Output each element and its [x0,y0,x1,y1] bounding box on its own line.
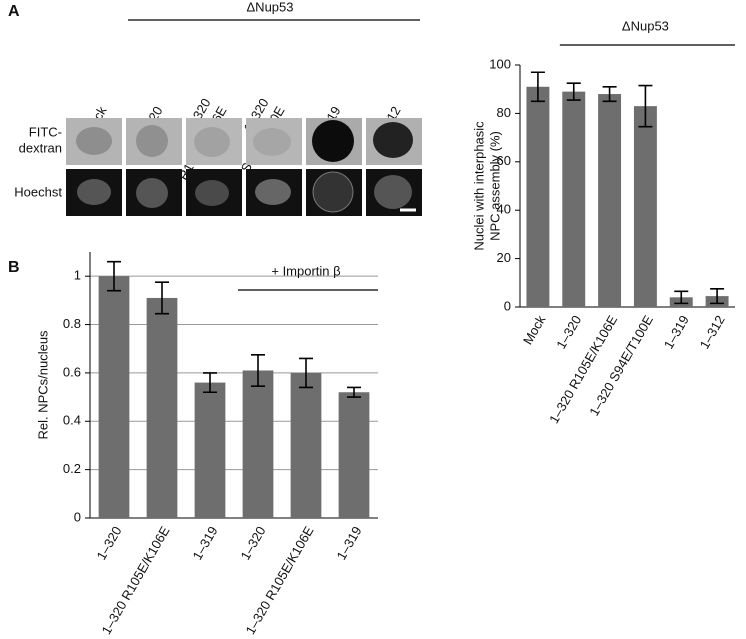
dextran-images [66,118,422,165]
bar [526,86,550,307]
bar [338,392,370,518]
hoechst-images [66,169,422,216]
row-label: FITC- [29,124,62,139]
bar [290,372,322,518]
y-tick-label: 0.8 [63,316,81,331]
microscopy-panel: ΔNup53 Mock 1–320 1–320 R105E/K106E 1–32… [14,0,422,216]
y-tick-label: 0.6 [63,364,81,379]
error-bar [602,85,617,103]
bar [562,91,586,308]
y-tick-label: 0 [504,298,511,313]
error-bar [566,82,581,101]
x-tick-label: 1–319 [190,524,221,563]
y-axis-label: Nuclei with interphasic [471,121,486,251]
error-bar [203,372,217,394]
y-tick-label: 1 [74,268,81,283]
x-tick-label: 1–320 S94E/T100E [586,312,656,418]
error-bar [299,357,313,389]
error-bar [107,260,121,292]
x-tick-label: 1–320 [553,313,584,352]
annotation: + Importin β [271,263,340,278]
error-bar [710,288,725,305]
bar [633,106,657,307]
x-tick-label: 1–320 R105E/K106E [546,312,620,426]
annotation: ΔNup53 [622,18,669,33]
y-tick-label: 80 [497,105,511,120]
y-tick-label: 60 [497,153,511,168]
error-bar [530,71,545,103]
bar [598,94,622,307]
x-tick-label: 1–320 [238,524,269,563]
y-tick-label: 0.2 [63,461,81,476]
y-tick-label: 100 [489,56,511,71]
panel-label: A [8,3,20,20]
row-label: dextran [19,140,62,155]
row-label: Hoechst [14,184,62,199]
bar [242,370,274,518]
x-tick-label: 1–319 [661,313,692,352]
bar [98,276,130,518]
panel-label: B [8,259,20,276]
y-tick-label: 0 [74,509,81,524]
y-tick-label: 0.4 [63,413,81,428]
y-tick-label: 20 [497,250,511,265]
y-axis-label: NPC assembly (%) [487,131,502,241]
x-tick-label: 1–312 [697,313,728,352]
bar [146,297,178,518]
x-tick-label: 1–319 [334,524,365,563]
x-tick-label: 1–320 [94,524,125,563]
y-tick-label: 40 [497,202,511,217]
annotation: ΔNup53 [247,0,294,14]
error-bar [638,84,653,128]
bar [194,382,226,518]
x-tick-label: Mock [520,312,549,347]
error-bar [674,290,689,305]
error-bar [251,353,265,388]
error-bar [347,386,361,398]
error-bar [155,281,169,315]
y-axis-label: Rel. NPCs/nucleus [35,330,50,440]
